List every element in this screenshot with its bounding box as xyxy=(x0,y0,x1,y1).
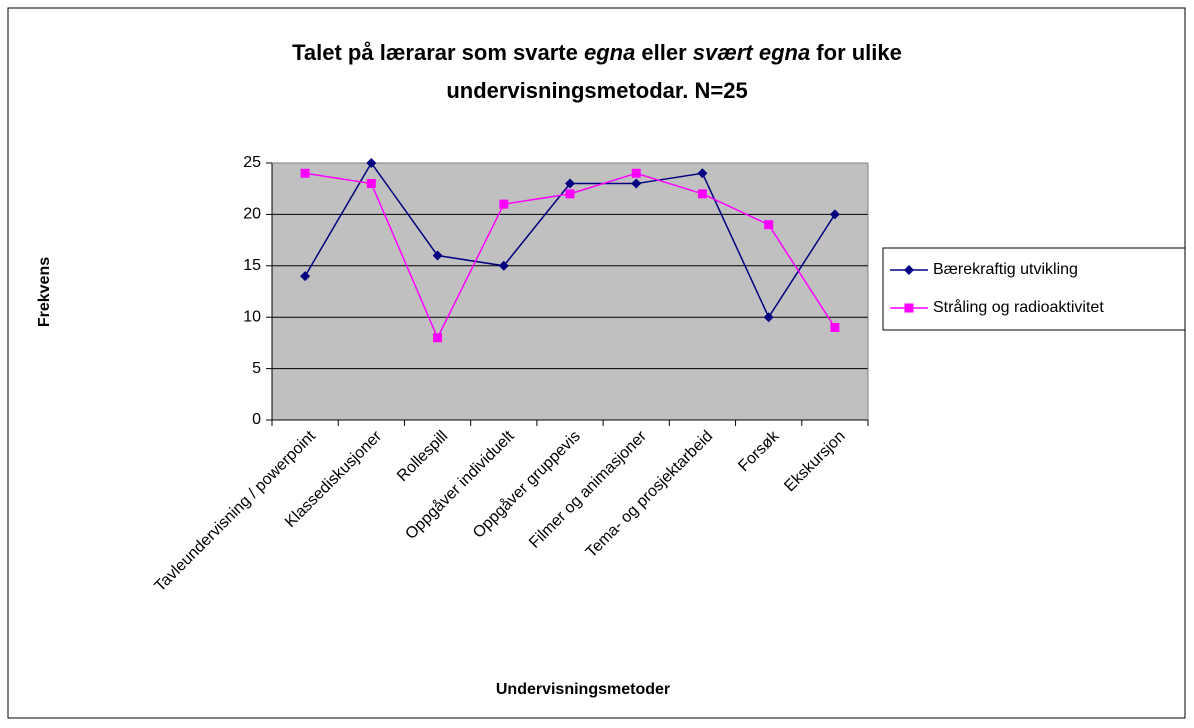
x-axis-label: Undervisningsmetoder xyxy=(496,681,670,698)
legend-box xyxy=(882,247,1186,331)
plot-area xyxy=(272,163,868,420)
title-segment: eller xyxy=(635,40,692,65)
marker xyxy=(432,250,443,261)
marker xyxy=(631,168,641,178)
marker xyxy=(433,333,443,343)
chart-title: undervisningsmetodar. N=25 xyxy=(446,78,747,103)
marker xyxy=(565,189,575,199)
y-tick-label: 10 xyxy=(243,308,261,325)
y-tick-label: 20 xyxy=(243,206,261,223)
marker xyxy=(631,178,642,189)
title-segment: undervisningsmetodar. N=25 xyxy=(446,78,747,103)
marker xyxy=(366,179,376,189)
marker xyxy=(763,312,774,323)
marker xyxy=(366,158,377,168)
marker xyxy=(300,168,310,178)
marker xyxy=(904,303,914,313)
marker xyxy=(499,199,509,209)
y-tick-label: 25 xyxy=(243,154,261,171)
marker xyxy=(830,322,840,332)
legend-label: Stråling og radioaktivitet xyxy=(933,298,1104,316)
y-tick-label: 15 xyxy=(243,257,261,274)
legend-label: Bærekraftig utvikling xyxy=(933,261,1078,278)
y-axis-label: Frekvens xyxy=(36,257,53,327)
title-segment: Talet på lærarar som svarte xyxy=(292,40,584,65)
title-segment: svært egna xyxy=(693,40,810,65)
marker xyxy=(300,271,311,282)
title-segment: egna xyxy=(584,40,635,65)
marker xyxy=(697,168,708,179)
marker xyxy=(764,220,774,230)
y-tick-label: 5 xyxy=(252,360,261,377)
chart-title: Talet på lærarar som svarte egna eller s… xyxy=(292,40,902,65)
marker xyxy=(697,189,707,199)
marker xyxy=(498,260,509,271)
marker xyxy=(565,178,575,189)
title-segment: for ulike xyxy=(810,40,902,65)
marker xyxy=(904,265,914,275)
marker xyxy=(829,209,840,220)
y-tick-label: 0 xyxy=(252,411,261,428)
